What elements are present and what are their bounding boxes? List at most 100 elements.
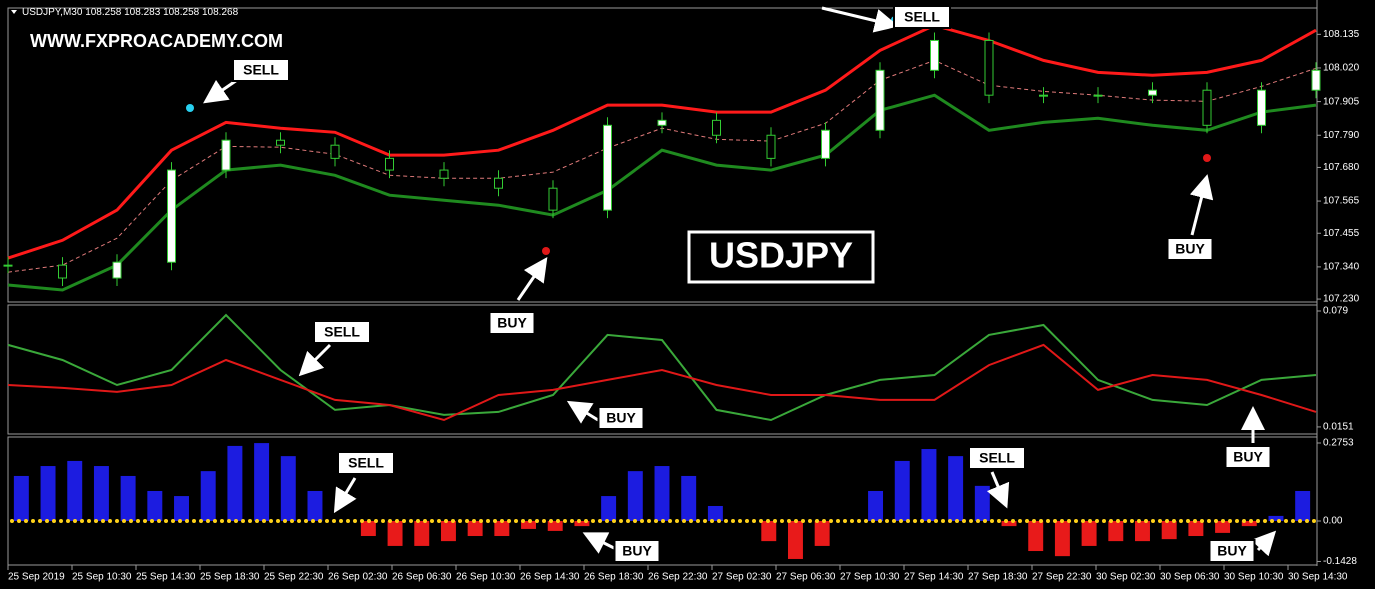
bar <box>868 490 884 522</box>
candle <box>167 169 176 263</box>
bar <box>67 460 83 522</box>
bar <box>307 490 323 522</box>
candle <box>385 157 394 171</box>
x-tick-label: 26 Sep 02:30 <box>328 572 388 583</box>
bar <box>254 443 270 522</box>
annotation-box <box>232 58 290 82</box>
x-tick-label: 27 Sep 06:30 <box>776 572 836 583</box>
signal-dot <box>186 104 194 112</box>
bar <box>574 521 590 527</box>
candle <box>930 39 939 71</box>
bar <box>467 521 483 537</box>
candle <box>3 264 13 267</box>
ohlc: 108.268 <box>202 7 239 18</box>
y-tick-label: 108.020 <box>1323 63 1360 74</box>
x-tick-label: 26 Sep 10:30 <box>456 572 516 583</box>
annotation-box <box>613 539 661 563</box>
bar <box>174 496 189 522</box>
candle <box>712 119 721 136</box>
annotation-label: BUY <box>1233 449 1263 465</box>
bar <box>521 521 537 529</box>
bar <box>13 475 29 522</box>
x-tick-label: 30 Sep 02:30 <box>1096 572 1156 583</box>
bar <box>1215 521 1231 533</box>
y-tick-label: 107.790 <box>1323 130 1360 141</box>
bar <box>93 466 109 522</box>
x-tick-label: 27 Sep 02:30 <box>712 572 772 583</box>
candle <box>984 39 994 96</box>
x-tick-label: 27 Sep 18:30 <box>968 572 1028 583</box>
y-tick-label: 107.340 <box>1323 262 1360 273</box>
menu-icon <box>11 10 17 14</box>
x-tick-label: 25 Sep 10:30 <box>72 572 132 583</box>
y-tick-label: 107.680 <box>1323 162 1360 173</box>
candle <box>548 187 558 211</box>
bar <box>707 505 723 522</box>
bar <box>360 521 376 537</box>
badge: USDJPY <box>709 235 853 276</box>
arrow <box>566 400 599 424</box>
annotation-box <box>893 5 951 29</box>
annotation-box <box>597 406 645 430</box>
symbol: USDJPY,M30 <box>22 7 83 18</box>
candle <box>276 139 285 146</box>
candle <box>1202 89 1212 126</box>
y-tick-label: 107.230 <box>1323 294 1360 305</box>
annotation-label: BUY <box>1217 543 1247 559</box>
bar <box>40 466 56 522</box>
candle <box>875 69 885 131</box>
arrow <box>298 343 332 377</box>
ohlc: 108.258 <box>85 7 122 18</box>
bar <box>1188 521 1204 537</box>
y-tick-label: 0.2753 <box>1323 438 1354 449</box>
y-tick-label: 0.00 <box>1323 516 1343 527</box>
candle <box>1148 89 1157 96</box>
x-tick-label: 25 Sep 2019 <box>8 572 65 583</box>
candle <box>1257 89 1266 126</box>
annotation-box <box>968 446 1026 470</box>
candle <box>221 139 231 171</box>
annotation-label: BUY <box>606 410 636 426</box>
candle <box>1039 94 1048 97</box>
x-tick-label: 27 Sep 22:30 <box>1032 572 1092 583</box>
candle <box>603 124 612 211</box>
bar <box>1161 521 1177 540</box>
bar <box>627 471 643 522</box>
candle <box>657 119 667 126</box>
x-tick-label: 25 Sep 22:30 <box>264 572 324 583</box>
bar <box>1108 521 1124 542</box>
ohlc: 108.258 <box>163 7 200 18</box>
ohlc: 108.283 <box>124 7 161 18</box>
candle <box>766 134 776 159</box>
bar <box>280 456 296 522</box>
bar <box>1028 521 1044 552</box>
x-tick-label: 26 Sep 18:30 <box>584 572 644 583</box>
candle <box>1093 94 1103 97</box>
annotations: SELL SELL BUY BUY SELL BUY BUY SELL SELL BUY BUY <box>203 5 1277 563</box>
annotation-label: SELL <box>243 62 279 78</box>
bar <box>761 521 777 542</box>
bar <box>894 460 910 522</box>
y-tick-label: 107.905 <box>1323 96 1360 107</box>
plot: 107.230 107.340 107.455 107.565 107.680 107.7… <box>3 0 1360 583</box>
arrow <box>582 532 615 554</box>
x-tick-label: 30 Sep 14:30 <box>1288 572 1348 583</box>
candle <box>112 261 122 279</box>
x-tick-label: 27 Sep 14:30 <box>904 572 964 583</box>
annotation-label: BUY <box>497 315 527 331</box>
bar <box>120 475 136 522</box>
x-tick-label: 25 Sep 14:30 <box>136 572 196 583</box>
bar <box>414 521 430 546</box>
y-tick-label: 108.135 <box>1323 29 1360 40</box>
arrow <box>1189 174 1214 236</box>
x-tick-label: 25 Sep 18:30 <box>200 572 260 583</box>
y-tick-label: 107.565 <box>1323 196 1360 207</box>
bar <box>1135 521 1150 542</box>
line <box>7 313 1317 422</box>
bar <box>547 521 563 531</box>
arrow <box>333 477 357 514</box>
annotation-label: SELL <box>979 450 1015 466</box>
bar <box>787 521 803 559</box>
candle <box>439 169 449 179</box>
arrow <box>821 6 899 33</box>
